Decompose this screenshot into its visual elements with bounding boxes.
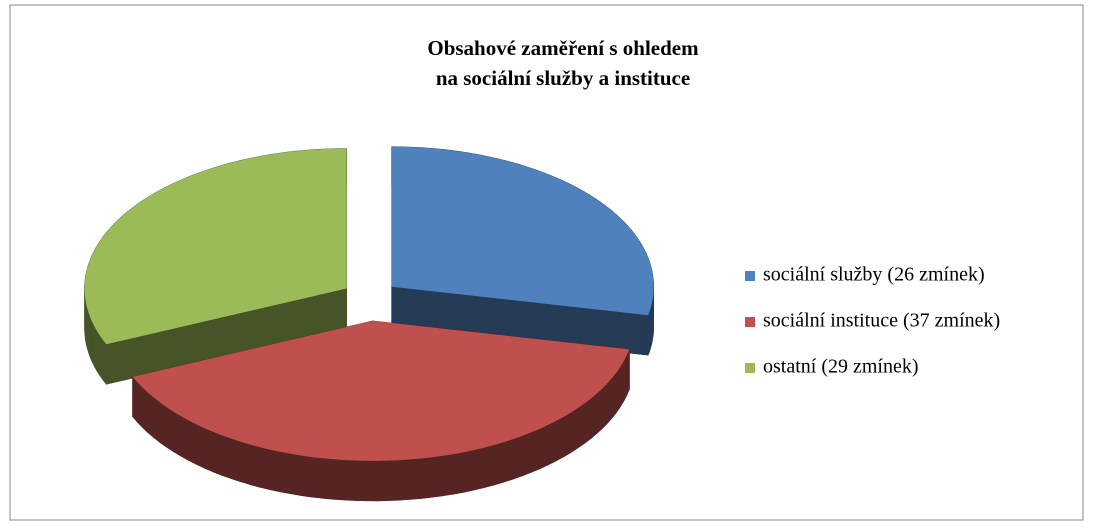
slice-top bbox=[84, 148, 347, 345]
slice-side bbox=[539, 424, 549, 470]
slice-side bbox=[92, 322, 95, 368]
slice bbox=[391, 146, 655, 356]
slice-side bbox=[344, 459, 356, 501]
slice-side bbox=[300, 455, 313, 498]
slice-side bbox=[377, 460, 390, 502]
slice-side bbox=[249, 444, 261, 488]
slice-side bbox=[322, 457, 334, 500]
slice-side bbox=[333, 458, 345, 501]
slice-side bbox=[240, 441, 251, 486]
slice-side bbox=[548, 420, 557, 466]
slice-side bbox=[280, 451, 292, 495]
slice-side bbox=[366, 460, 378, 502]
slice-side bbox=[96, 330, 101, 377]
slice-side bbox=[483, 444, 495, 488]
slice-side bbox=[269, 449, 281, 493]
slice-side bbox=[563, 411, 572, 458]
slice-side bbox=[431, 455, 444, 498]
slice-side bbox=[512, 435, 523, 480]
slice-side bbox=[94, 325, 98, 373]
slice-side bbox=[616, 365, 621, 413]
slice-side bbox=[556, 416, 565, 462]
slice-side bbox=[221, 434, 232, 480]
slice-side bbox=[311, 456, 324, 499]
slice-top bbox=[391, 146, 654, 316]
legend-swatch bbox=[745, 271, 755, 281]
slice-side bbox=[578, 402, 586, 449]
slice-side bbox=[503, 438, 514, 483]
slice-side bbox=[102, 339, 107, 386]
slice-side bbox=[453, 451, 465, 495]
slice bbox=[84, 148, 347, 386]
slice-side bbox=[195, 423, 205, 469]
slice-side bbox=[596, 387, 604, 434]
slice-side bbox=[626, 349, 630, 396]
legend-swatch bbox=[745, 363, 755, 373]
slice-side bbox=[410, 458, 422, 500]
slice-side bbox=[388, 459, 401, 501]
slice-side bbox=[571, 407, 579, 453]
slice-side bbox=[212, 431, 223, 476]
chart-title: na sociální služby a instituce bbox=[436, 66, 690, 90]
slice-side bbox=[421, 456, 433, 499]
legend-label: sociální instituce (37 zmínek) bbox=[763, 310, 1000, 332]
slice-top bbox=[132, 320, 630, 461]
slice-side bbox=[531, 428, 541, 473]
slice-side bbox=[602, 381, 609, 429]
slice-side bbox=[584, 397, 592, 444]
legend-label: sociální služby (26 zmínek) bbox=[763, 264, 985, 286]
slice-side bbox=[230, 438, 241, 483]
slice-side bbox=[355, 460, 367, 502]
slice-side bbox=[180, 415, 189, 461]
slice-side bbox=[204, 427, 214, 473]
slice-side bbox=[493, 441, 505, 486]
legend-swatch bbox=[745, 317, 755, 327]
slice-side bbox=[623, 354, 628, 401]
slice-side bbox=[612, 371, 618, 419]
slice-side bbox=[99, 334, 104, 381]
slice-side bbox=[290, 453, 302, 496]
slice bbox=[132, 320, 630, 502]
chart-title: Obsahové zaměření s ohledem bbox=[427, 36, 699, 60]
slice-side bbox=[399, 459, 411, 501]
slice-side bbox=[463, 449, 475, 493]
slice-side bbox=[173, 411, 181, 457]
slice-side bbox=[166, 406, 174, 453]
slice-side bbox=[473, 447, 485, 491]
slice-side bbox=[187, 419, 197, 465]
slice-side bbox=[591, 392, 598, 439]
slice-side bbox=[607, 376, 613, 424]
slice-side bbox=[522, 431, 532, 477]
slice-side bbox=[259, 446, 271, 491]
slice-side bbox=[620, 359, 625, 408]
slice-side bbox=[442, 453, 454, 497]
legend-label: ostatní (29 zmínek) bbox=[763, 356, 919, 378]
